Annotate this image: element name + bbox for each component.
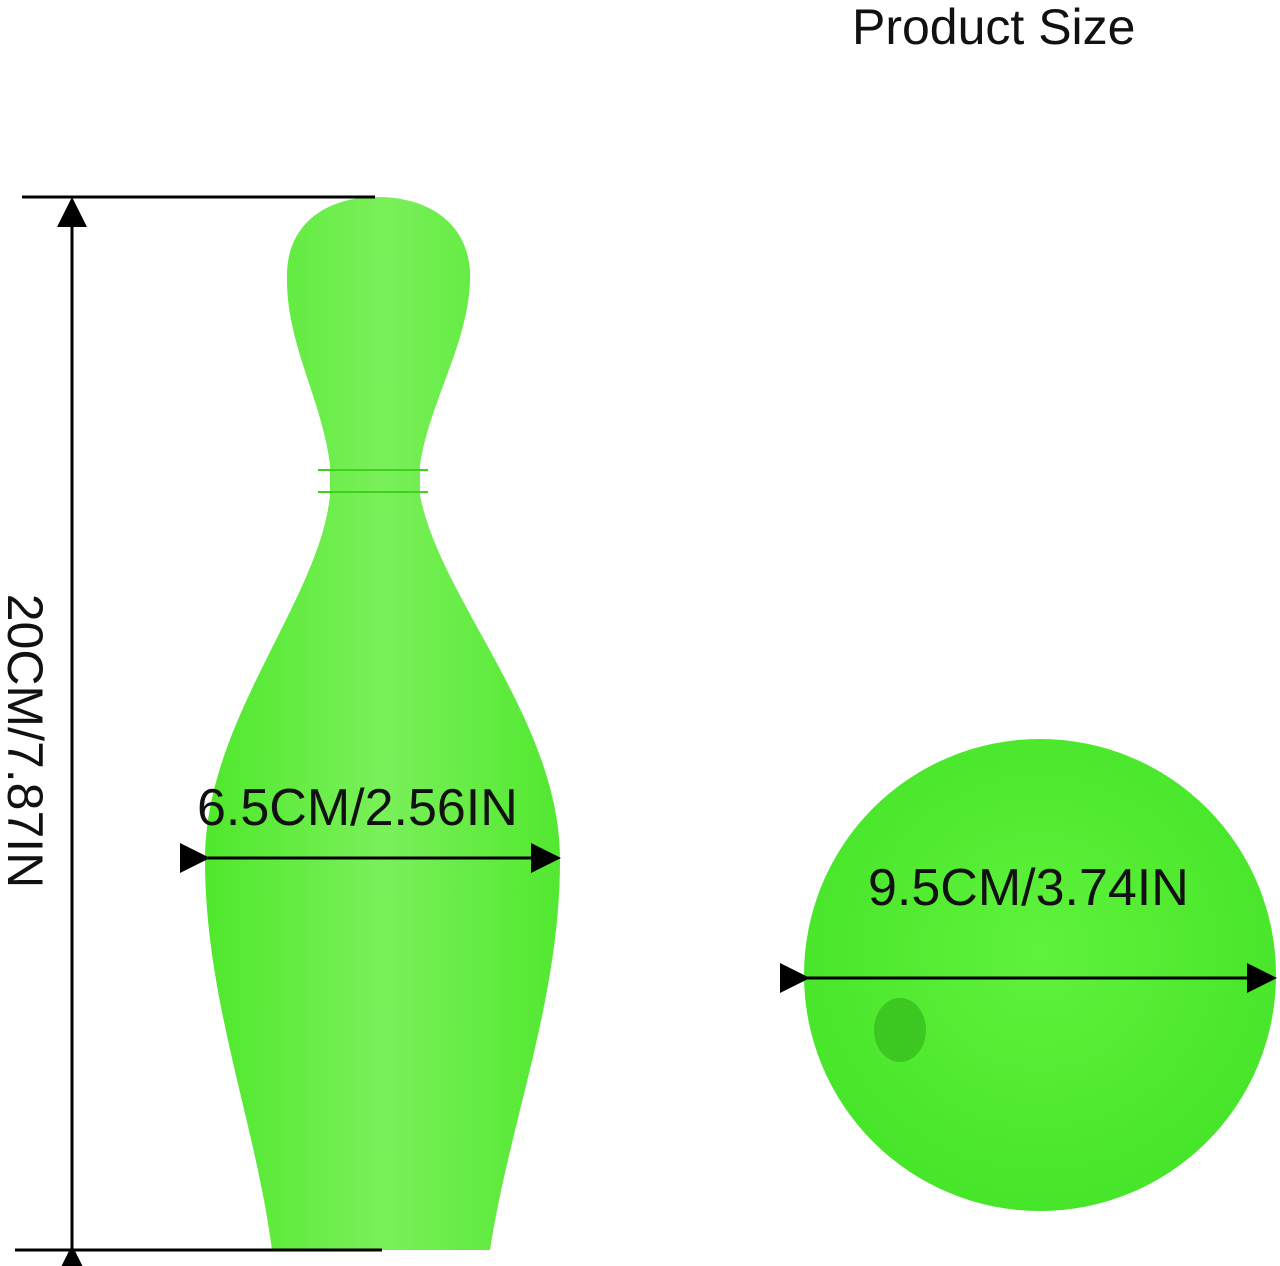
pin-width-label: 6.5CM/2.56IN [197,779,518,837]
ball-diameter-label: 9.5CM/3.74IN [868,859,1189,917]
bowling-pin [205,197,560,1250]
finger-hole [874,998,926,1062]
page-title: Product Size [852,0,1136,55]
pin-height-label: 20CM/7.87IN [0,593,53,889]
bowling-ball [804,739,1276,1211]
